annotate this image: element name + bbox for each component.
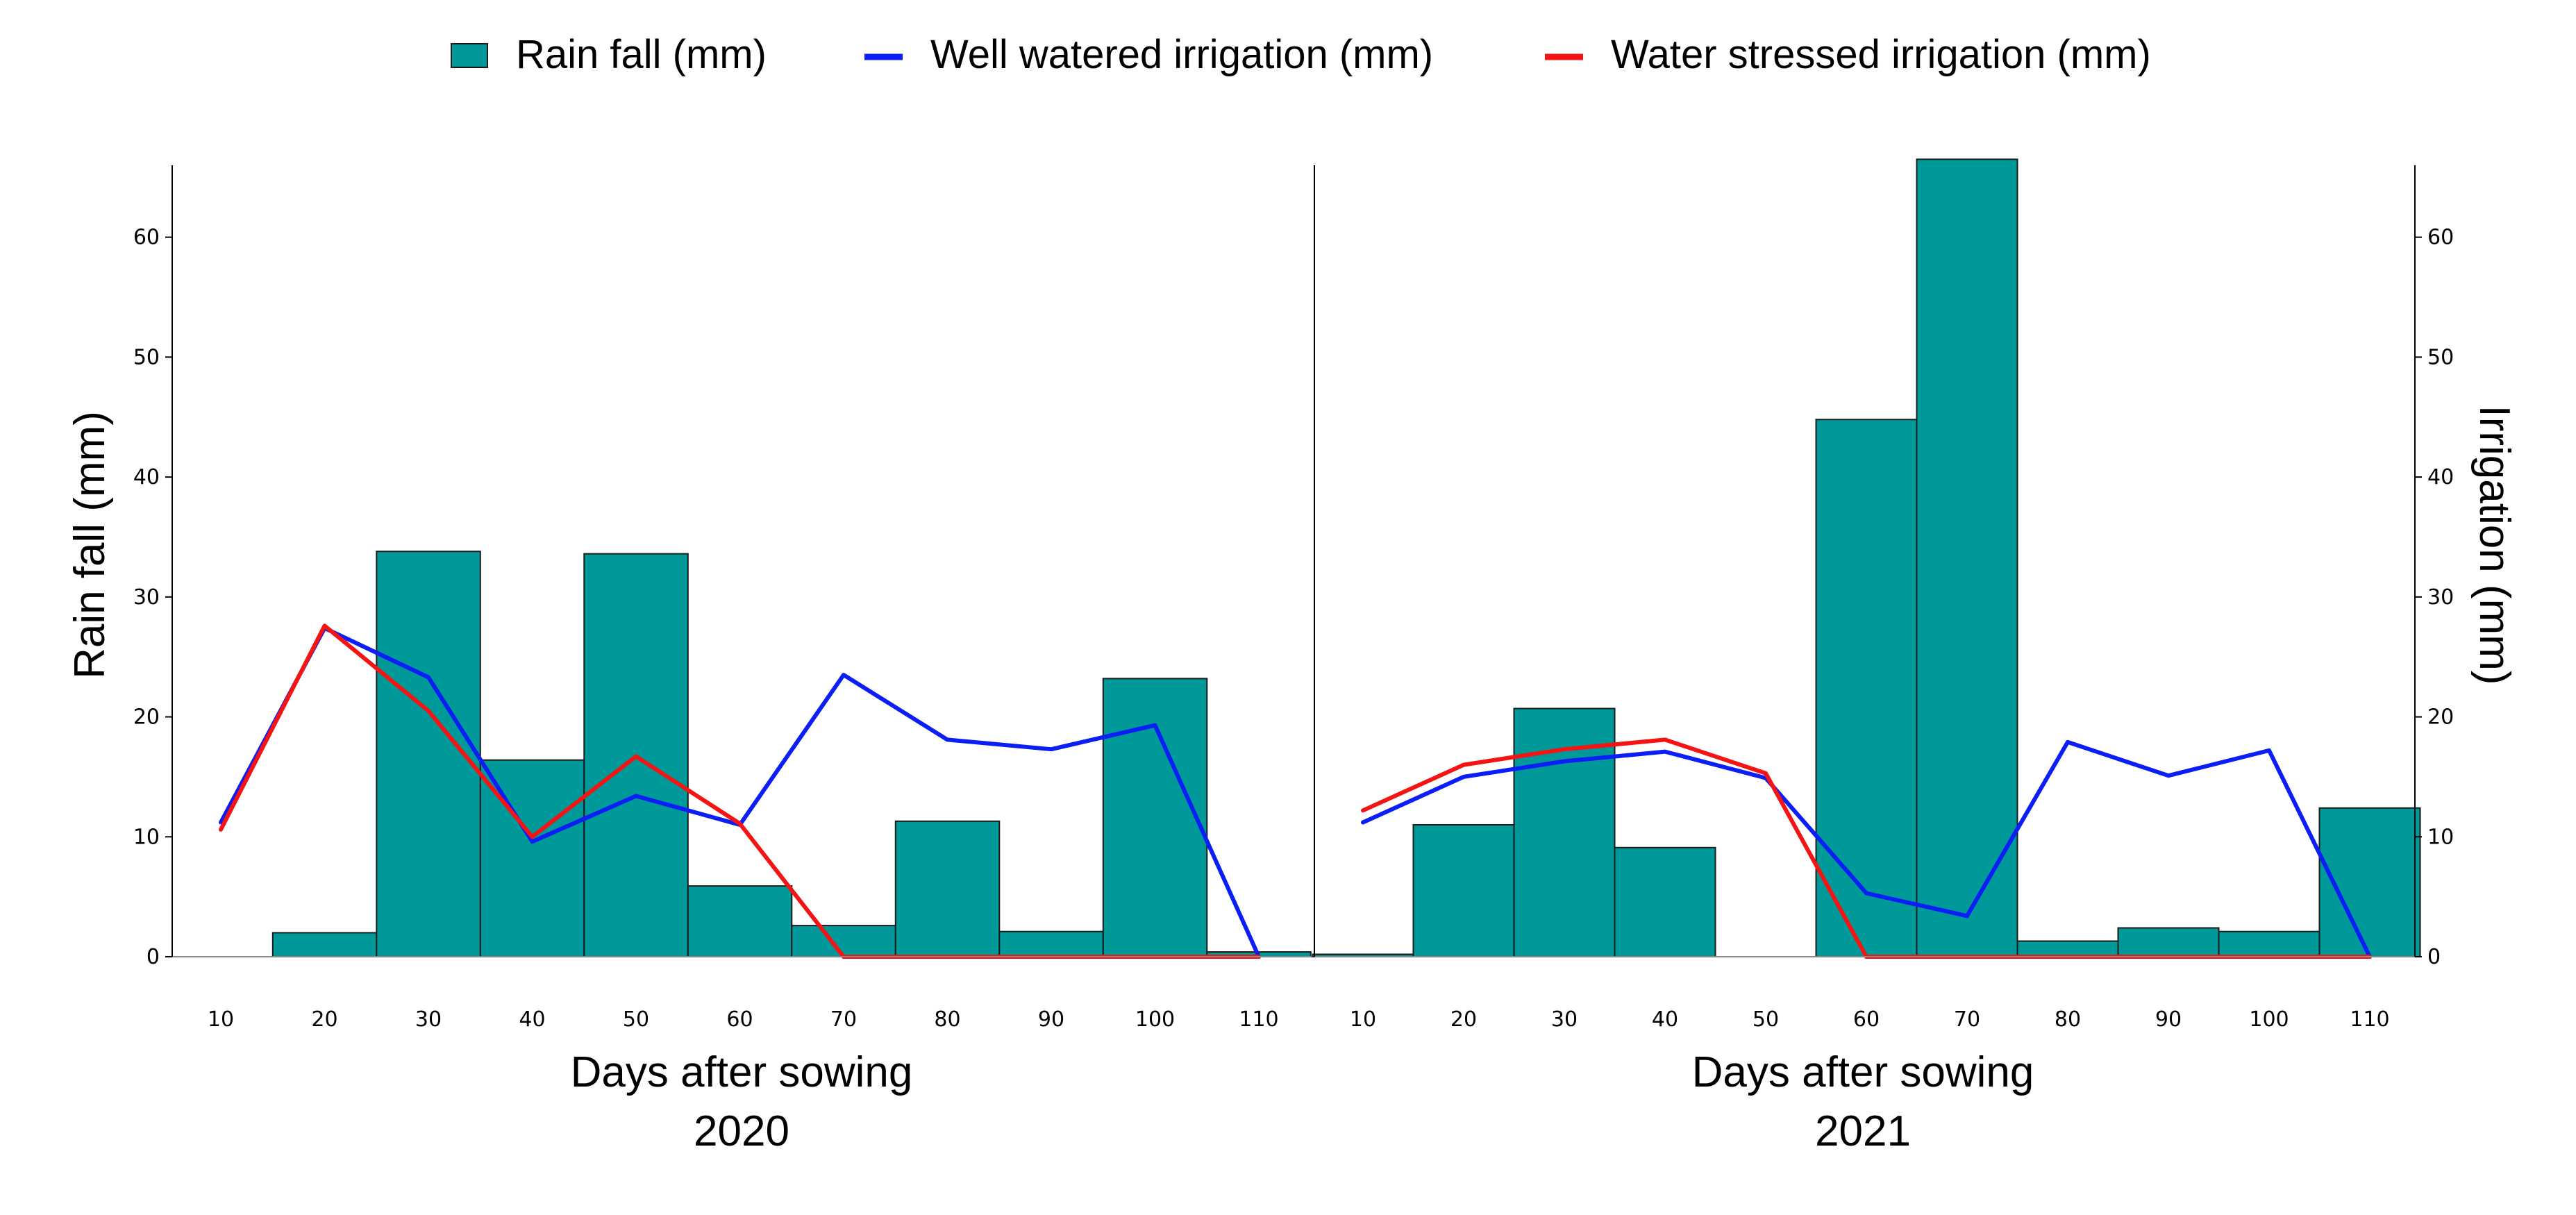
x-tick-label-20: 20: [311, 1007, 337, 1032]
rain-bars: [1312, 158, 2421, 958]
rain-bar-80: [2016, 940, 2119, 957]
x-tick-label-40: 40: [519, 1007, 545, 1032]
legend-stress-label: Water stressed irrigation (mm): [1611, 32, 2151, 77]
rain-bar-20: [1412, 824, 1515, 957]
rain-bar-100: [1102, 678, 1208, 957]
x-tick-label-70: 70: [1954, 1007, 1980, 1032]
y-axis-title-left: Rain fall (mm): [66, 411, 114, 679]
x-tick-label-70: 70: [830, 1007, 857, 1032]
axes: [165, 165, 1311, 957]
rain-bar-100: [2218, 930, 2320, 957]
x-tick-label-90: 90: [2155, 1007, 2182, 1032]
x-axis-title-2021: Days after sowing: [1692, 1048, 2034, 1096]
x-tick-label-30: 30: [415, 1007, 442, 1032]
y-tick-label-10: 10: [2427, 825, 2454, 849]
x-tick-label-110: 110: [1239, 1007, 1278, 1032]
y-tick-label-20: 20: [133, 705, 160, 730]
rain-bar-60: [687, 885, 793, 957]
y-tick-label-0: 0: [147, 945, 160, 969]
y-tick-label-50: 50: [2427, 345, 2454, 369]
legend-rain-swatch: [451, 43, 488, 68]
chart-panel-2020: 0 10 20 30 40 50 60 10 20 30 40 50 60 70 80 90 100 110 Ra…: [66, 165, 1312, 1155]
y-tick-label-60: 60: [2427, 226, 2454, 250]
rain-bar-20: [271, 932, 378, 957]
x-tick-label-100: 100: [1135, 1007, 1175, 1032]
rain-bar-90: [2117, 927, 2220, 957]
tick-labels: 0 10 20 30 40 50 60 10 20 30 40 50 60 70 80 90 100 110: [1350, 226, 2454, 1032]
rain-bar-70: [1916, 158, 2018, 957]
x-tick-label-80: 80: [934, 1007, 960, 1032]
rain-bar-40: [1614, 846, 1716, 958]
x-tick-label-60: 60: [726, 1007, 753, 1032]
rain-bar-110: [2318, 807, 2421, 958]
axes: [1314, 165, 2422, 957]
y-tick-label-60: 60: [133, 226, 160, 250]
year-label-2020: 2020: [694, 1107, 789, 1155]
x-tick-label-20: 20: [1450, 1007, 1477, 1032]
x-tick-label-40: 40: [1652, 1007, 1678, 1032]
legend-well-label: Well watered irrigation (mm): [930, 32, 1433, 77]
y-tick-label-30: 30: [133, 585, 160, 610]
year-label-2021: 2021: [1815, 1107, 1911, 1155]
y-tick-label-50: 50: [133, 345, 160, 369]
y-tick-label-40: 40: [2427, 465, 2454, 489]
x-tick-label-50: 50: [1753, 1007, 1779, 1032]
x-tick-label-80: 80: [2055, 1007, 2081, 1032]
x-tick-label-110: 110: [2350, 1007, 2389, 1032]
y-tick-label-0: 0: [2427, 945, 2441, 969]
chart-panel-2021: 0 10 20 30 40 50 60 10 20 30 40 50 60 70 80 90 100 110 Ir…: [1312, 158, 2518, 1155]
y-tick-label-40: 40: [133, 465, 160, 489]
x-tick-label-30: 30: [1551, 1007, 1578, 1032]
legend-rain-label: Rain fall (mm): [516, 32, 767, 77]
rain-bars: [271, 551, 1312, 958]
y-tick-label-10: 10: [133, 825, 160, 849]
x-tick-label-90: 90: [1038, 1007, 1064, 1032]
x-tick-label-100: 100: [2249, 1007, 2289, 1032]
legend: Rain fall (mm) Well watered irrigation (…: [451, 32, 2151, 77]
rain-bar-60: [1815, 419, 1918, 957]
x-tick-label-60: 60: [1853, 1007, 1880, 1032]
rain-bar-90: [998, 930, 1104, 957]
x-tick-label-10: 10: [208, 1007, 234, 1032]
tick-labels: 0 10 20 30 40 50 60 10 20 30 40 50 60 70 80 90 100 110: [133, 226, 1279, 1032]
well-irrigation-line: [1361, 739, 2372, 959]
y-tick-label-30: 30: [2427, 585, 2454, 610]
y-tick-label-20: 20: [2427, 705, 2454, 730]
rain-bar-70: [791, 925, 896, 957]
y-axis-title-right: Irrigation (mm): [2470, 405, 2518, 685]
rain-bar-80: [894, 820, 1001, 958]
x-axis-title-2020: Days after sowing: [571, 1048, 913, 1096]
x-tick-label-50: 50: [623, 1007, 649, 1032]
x-tick-label-10: 10: [1350, 1007, 1376, 1032]
